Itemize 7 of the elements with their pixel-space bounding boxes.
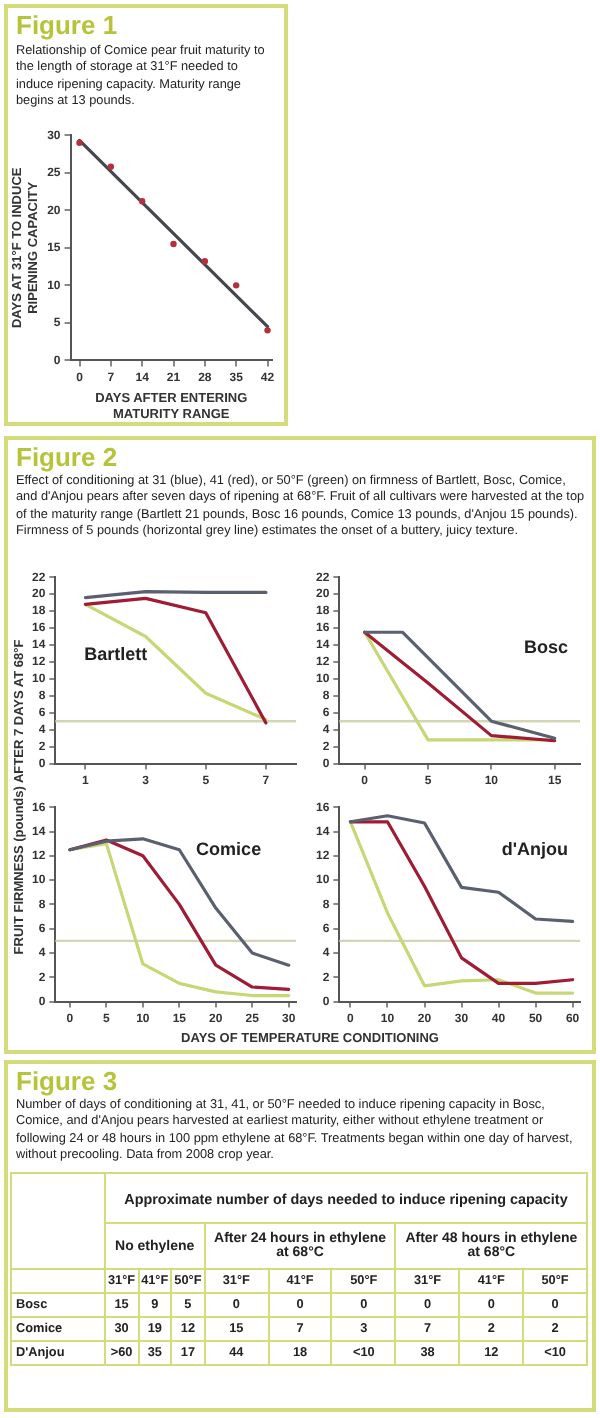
annotation: d'Anjou — [501, 838, 568, 859]
chart-title: Figure 2 — [16, 442, 118, 472]
text: Figure 3 — [16, 1066, 118, 1096]
annotation: Comice — [196, 838, 262, 859]
annotation: Bartlett — [84, 644, 148, 665]
annotation: Bosc — [523, 637, 568, 657]
chart-title: Figure 1 — [16, 10, 118, 40]
